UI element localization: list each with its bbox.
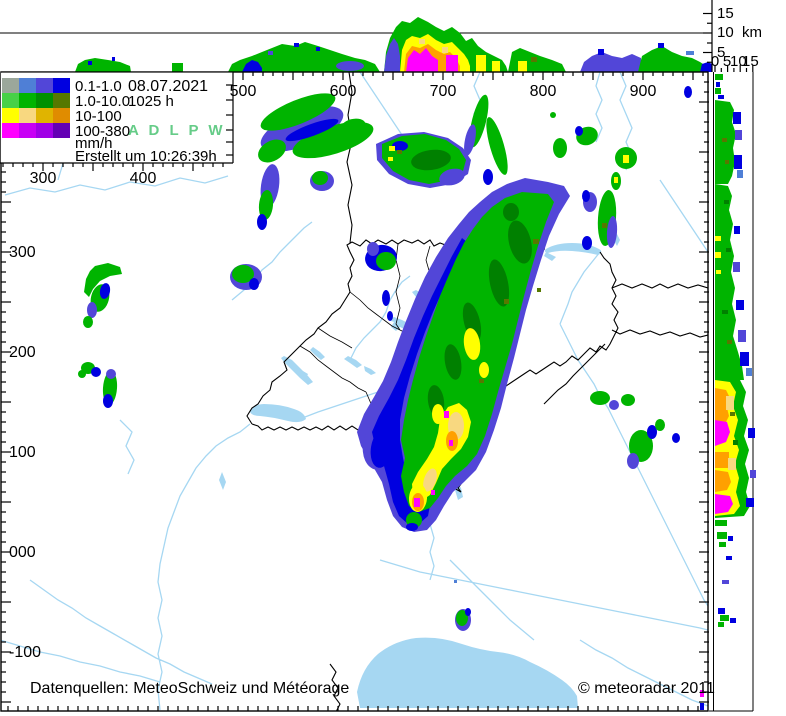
legend-scale-label-300: 300	[29, 170, 57, 187]
width-axis-label-10: 10	[730, 53, 747, 70]
legend-date: 08.07.2021	[128, 78, 209, 95]
height-axis-label-10: 10	[717, 24, 734, 41]
legend-swatch	[36, 108, 53, 123]
legend-swatch	[36, 123, 53, 138]
y-axis-label-100: 100	[9, 444, 36, 461]
map-panel	[1, 72, 708, 711]
right-cross-section-panel	[709, 72, 756, 712]
height-axis-label-15: 15	[717, 5, 734, 22]
y-axis-label-200: 200	[9, 344, 36, 361]
legend-sensor-letters: A D L P W	[128, 122, 226, 139]
legend-swatch	[53, 78, 70, 93]
legend-row-label-2: 1.0-10.0	[75, 93, 131, 110]
x-axis-label-600: 600	[329, 83, 357, 100]
legend-swatch	[2, 108, 19, 123]
legend-swatch	[53, 93, 70, 108]
y-axis-label-000: 000	[9, 544, 36, 561]
copyright-note: © meteoradar 2011	[578, 680, 715, 697]
legend-row-label-3: 10-100	[75, 108, 122, 125]
width-axis-label-15: 15	[742, 53, 759, 70]
map-radar-echoes	[78, 86, 704, 710]
right-panel-echoes	[715, 74, 756, 627]
legend-swatch	[2, 93, 19, 108]
legend-created-text: Erstellt um 10:26:39h	[75, 148, 217, 165]
top-cross-section-panel	[0, 0, 713, 72]
map-background	[1, 72, 708, 711]
legend-swatch	[53, 108, 70, 123]
legend-row-label-4: 100-380	[75, 123, 131, 140]
y-axis-label-300: 300	[9, 244, 36, 261]
x-axis-label-700: 700	[429, 83, 457, 100]
top-panel-echoes	[75, 17, 712, 72]
legend-swatch	[36, 93, 53, 108]
legend-row-label-1: 0.1-1.0	[75, 78, 122, 95]
legend-swatch	[19, 108, 36, 123]
legend-time: 1025 h	[128, 93, 174, 110]
legend-unit: mm/h	[75, 135, 113, 152]
legend-swatch-grid	[2, 78, 70, 138]
height-axis-unit: km	[742, 24, 762, 41]
legend-swatch	[19, 123, 36, 138]
ruler-ticks	[1, 12, 754, 711]
legend-swatch	[19, 78, 36, 93]
legend-scale-label-400: 400	[129, 170, 157, 187]
y-axis-label-m100: -100	[9, 644, 42, 661]
x-axis-label-500: 500	[229, 83, 257, 100]
height-axis-label-5: 5	[717, 44, 726, 61]
legend-swatch	[2, 123, 19, 138]
x-axis-label-900: 900	[629, 83, 657, 100]
legend-swatch	[19, 93, 36, 108]
legend-swatch	[36, 78, 53, 93]
legend-swatch	[53, 123, 70, 138]
width-axis-label-5: 5	[722, 53, 732, 70]
x-axis-label-800: 800	[529, 83, 557, 100]
data-source-note: Datenquellen: MeteoSchweiz und Météorage	[30, 680, 350, 697]
width-axis-label-0: 0	[710, 53, 720, 70]
legend-swatch	[2, 78, 19, 93]
rivers	[1, 72, 708, 711]
sea	[357, 637, 578, 708]
